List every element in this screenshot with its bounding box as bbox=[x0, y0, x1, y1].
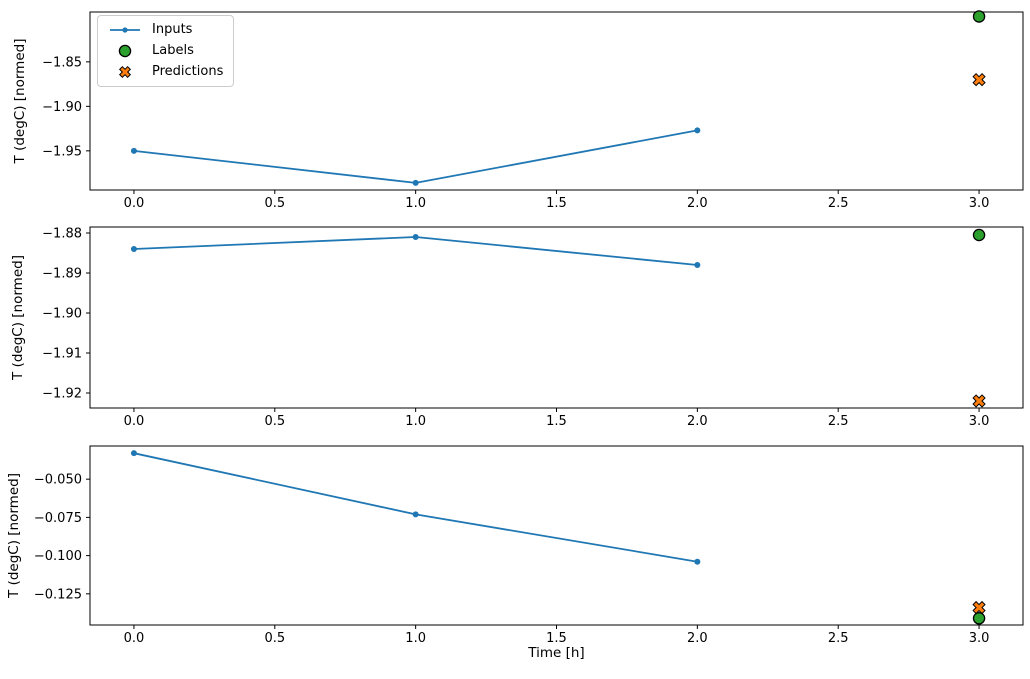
predictions-marker bbox=[972, 394, 986, 408]
inputs-line bbox=[133, 236, 698, 266]
y-tick-label: −0.050 bbox=[34, 473, 82, 488]
x-tick-label: 0.0 bbox=[124, 196, 145, 211]
x-tick-label: 0.5 bbox=[264, 631, 285, 646]
inputs-point bbox=[694, 558, 701, 565]
labels-marker bbox=[972, 228, 986, 242]
x-tick-label: 1.5 bbox=[546, 414, 567, 429]
y-tick-label: −1.91 bbox=[42, 347, 82, 362]
legend-item-predictions: Predictions bbox=[107, 64, 223, 80]
x-tick-label: 0.5 bbox=[264, 196, 285, 211]
x-tick-label: 1.5 bbox=[546, 196, 567, 211]
labels-marker bbox=[972, 612, 986, 625]
inputs-point bbox=[130, 450, 137, 457]
x-tick-label: 2.0 bbox=[687, 196, 708, 211]
subplot-0: 0.0 0.5 1.0 1.5 2.0 2.5 3.0 −1.85 −1.90 −1.95 T (d… bbox=[12, 10, 1024, 211]
inputs-line bbox=[133, 452, 698, 563]
y-tick-label: −1.85 bbox=[42, 55, 82, 70]
x-tick-label: 3.0 bbox=[969, 631, 990, 646]
y-tick-label: −1.90 bbox=[42, 307, 82, 322]
x-tick-label: 2.5 bbox=[828, 414, 849, 429]
inputs-point bbox=[130, 147, 137, 154]
legend-item-labels: Labels bbox=[107, 43, 223, 59]
y-tick-label: −1.90 bbox=[42, 100, 82, 115]
y-tick-label: −1.92 bbox=[42, 387, 82, 402]
x-tick-label: 0.5 bbox=[264, 414, 285, 429]
y-tick-label: −0.075 bbox=[34, 511, 82, 526]
predictions-marker bbox=[972, 600, 986, 615]
inputs-line-icon bbox=[110, 27, 140, 33]
legend-label-predictions: Predictions bbox=[152, 64, 224, 79]
y-tick-label: −1.88 bbox=[42, 227, 82, 242]
x-tick-label: 0.0 bbox=[124, 631, 145, 646]
x-tick-label: 3.0 bbox=[969, 196, 990, 211]
x-tick-label: 2.5 bbox=[828, 196, 849, 211]
x-tick-label: 0.0 bbox=[124, 414, 145, 429]
x-axis-label: Time [h] bbox=[527, 645, 584, 661]
y-tick-label: −1.95 bbox=[42, 144, 82, 159]
inputs-point bbox=[412, 179, 419, 186]
inputs-point bbox=[694, 127, 701, 134]
x-tick-label: 2.0 bbox=[687, 414, 708, 429]
y-axis-label: T (degC) [normed] bbox=[12, 39, 28, 165]
predictions-marker bbox=[972, 72, 986, 87]
legend-label-inputs: Inputs bbox=[152, 22, 193, 37]
y-axis-label: T (degC) [normed] bbox=[6, 473, 22, 599]
x-tick-label: 1.0 bbox=[405, 414, 426, 429]
labels-marker bbox=[972, 10, 986, 23]
y-tick-label: −0.100 bbox=[34, 549, 82, 564]
x-tick-label: 1.0 bbox=[405, 631, 426, 646]
x-tick-label: 3.0 bbox=[969, 414, 990, 429]
x-tick-label: 2.0 bbox=[687, 631, 708, 646]
plot-frame bbox=[89, 445, 1024, 626]
y-axis-label: T (degC) [normed] bbox=[10, 255, 26, 381]
legend: Inputs Labels Predictions bbox=[97, 15, 235, 87]
subplot-1: 0.0 0.5 1.0 1.5 2.0 2.5 3.0 −1.88 −1.89 −1.90 −1.9… bbox=[10, 226, 1024, 429]
x-tick-label: 2.5 bbox=[828, 631, 849, 646]
x-tick-label: 1.5 bbox=[546, 631, 567, 646]
predictions-x-icon bbox=[118, 65, 132, 79]
legend-label-labels: Labels bbox=[152, 43, 194, 58]
inputs-line bbox=[133, 129, 698, 184]
y-tick-label: −0.125 bbox=[34, 587, 82, 602]
legend-item-inputs: Inputs bbox=[107, 22, 223, 38]
inputs-point bbox=[694, 262, 701, 268]
plot-frame bbox=[89, 226, 1024, 409]
inputs-point bbox=[412, 511, 419, 518]
labels-circle-icon bbox=[118, 44, 132, 58]
y-tick-label: −1.89 bbox=[42, 267, 82, 282]
subplot-2: 0.0 0.5 1.0 1.5 2.0 2.5 3.0 −0.050 −0.075 −0.100 −… bbox=[6, 445, 1024, 661]
x-tick-label: 1.0 bbox=[405, 196, 426, 211]
inputs-point bbox=[130, 246, 137, 252]
inputs-point bbox=[412, 234, 419, 240]
